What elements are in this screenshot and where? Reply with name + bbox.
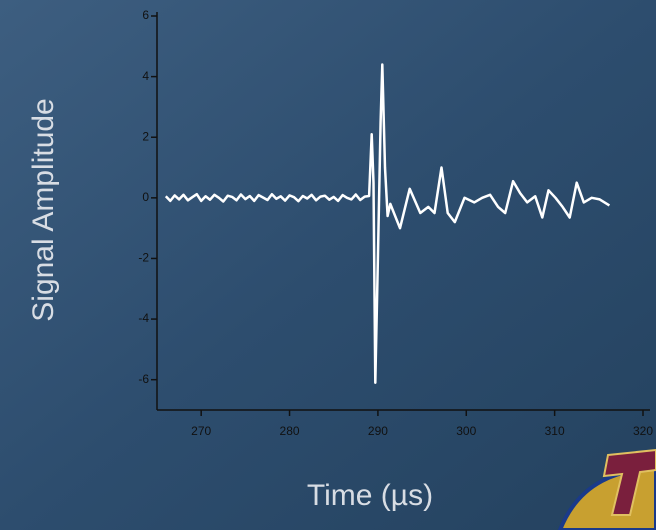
x-axis-title: Time (µs) — [307, 479, 433, 512]
y-tick-label: 0 — [142, 190, 149, 204]
x-tick-label: 300 — [456, 424, 476, 438]
y-tick-label: -4 — [138, 311, 149, 325]
x-tick-label: 310 — [545, 424, 565, 438]
x-tick-label: 320 — [633, 424, 653, 438]
x-tick-label: 280 — [280, 424, 300, 438]
y-tick-label: 6 — [142, 8, 149, 22]
x-tick-label: 270 — [191, 424, 211, 438]
signal-line — [164, 63, 611, 384]
y-tick-label: -2 — [138, 251, 149, 265]
y-tick-label: 2 — [142, 129, 149, 143]
x-tick-label: 290 — [368, 424, 388, 438]
y-tick-label: 4 — [142, 69, 149, 83]
y-axis-title: Signal Amplitude — [27, 98, 60, 321]
y-tick-label: -6 — [138, 372, 149, 386]
